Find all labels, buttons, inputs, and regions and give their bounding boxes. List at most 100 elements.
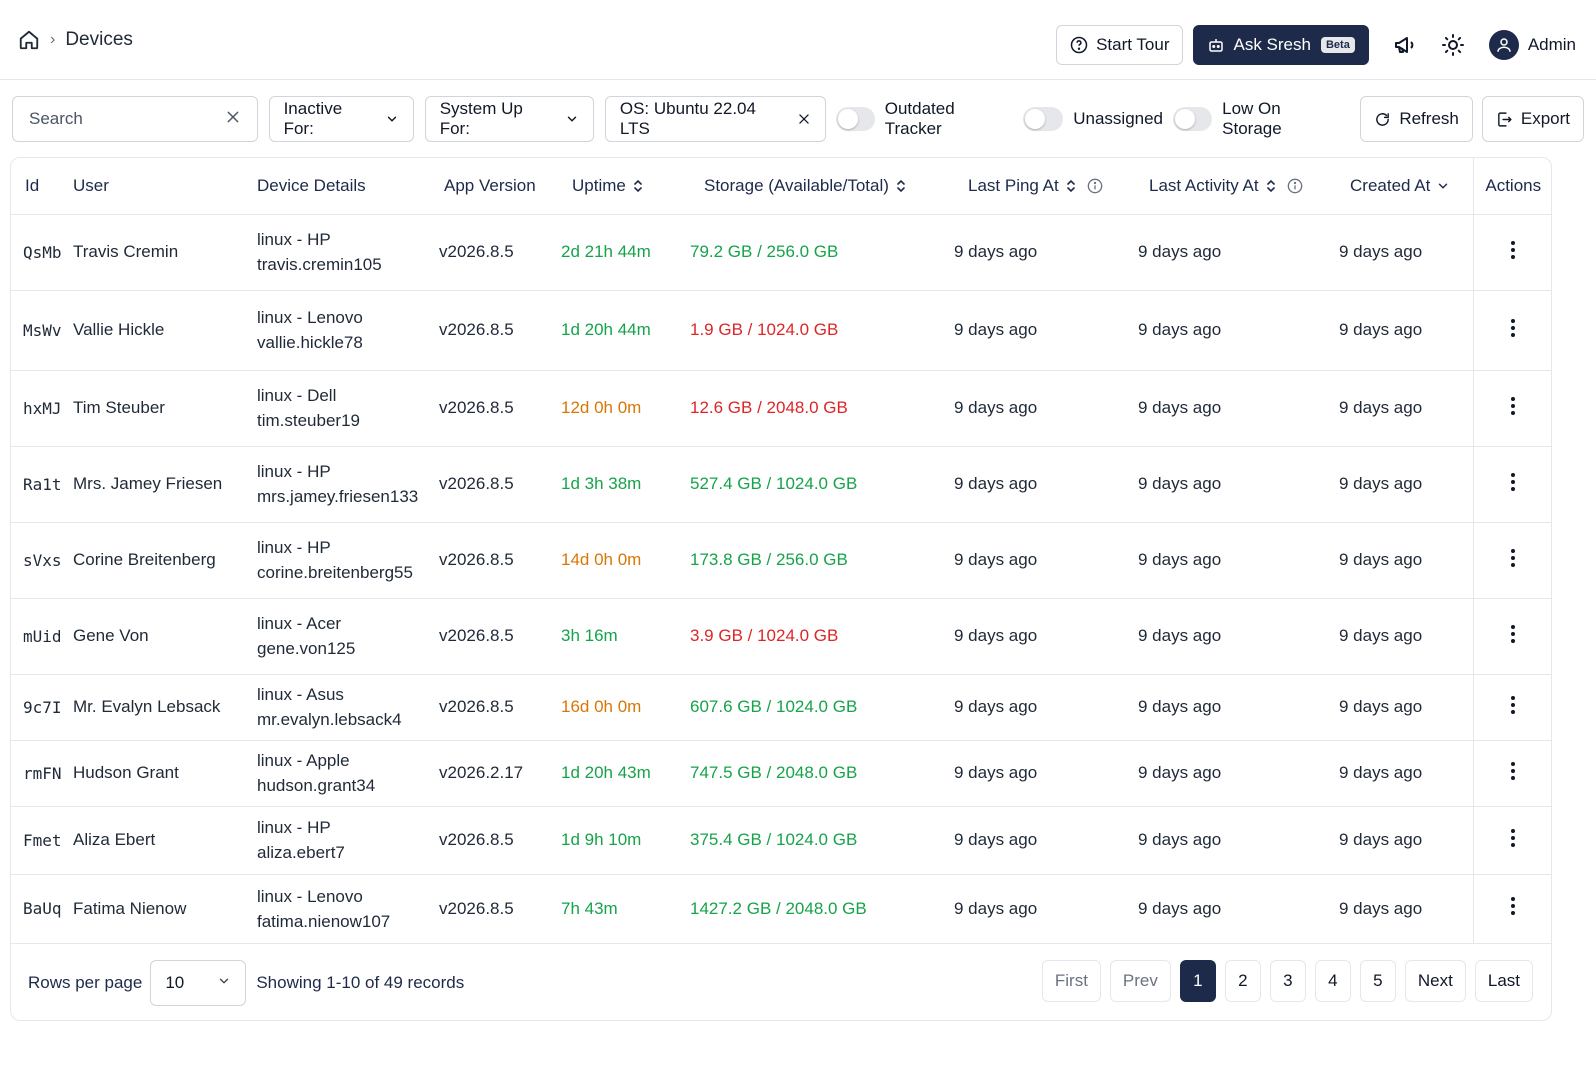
first-page-button[interactable]: First bbox=[1041, 960, 1101, 1002]
low-on-storage-toggle[interactable]: Low On Storage bbox=[1173, 99, 1342, 139]
info-icon[interactable] bbox=[1087, 178, 1103, 194]
kebab-icon[interactable] bbox=[1510, 240, 1516, 260]
search-input[interactable] bbox=[29, 109, 209, 129]
page-button-1[interactable]: 1 bbox=[1179, 960, 1216, 1002]
table-row[interactable]: BaUq Fatima Nienow linux - Lenovo fatima.ni… bbox=[11, 874, 1551, 943]
refresh-button[interactable]: Refresh bbox=[1360, 96, 1473, 142]
device-user[interactable]: Gene Von bbox=[73, 626, 149, 645]
last-activity-value: 9 days ago bbox=[1138, 697, 1222, 716]
table-row[interactable]: 9c7I Mr. Evalyn Lebsack linux - Asus mr.eva… bbox=[11, 674, 1551, 740]
device-id: QsMb bbox=[23, 242, 62, 262]
device-username: aliza.ebert7 bbox=[257, 843, 345, 862]
kebab-icon[interactable] bbox=[1510, 624, 1516, 644]
home-icon[interactable] bbox=[18, 29, 40, 51]
device-user[interactable]: Mrs. Jamey Friesen bbox=[73, 474, 223, 493]
toggle-switch[interactable] bbox=[1173, 107, 1213, 131]
device-user[interactable]: Hudson Grant bbox=[73, 763, 179, 782]
sort-icon[interactable] bbox=[632, 178, 644, 194]
chevron-down-icon[interactable] bbox=[1436, 179, 1450, 193]
last-activity-value: 9 days ago bbox=[1138, 398, 1222, 417]
created-at-value: 9 days ago bbox=[1339, 550, 1423, 569]
device-user[interactable]: Mr. Evalyn Lebsack bbox=[73, 697, 221, 716]
device-details: linux - Apple hudson.grant34 bbox=[245, 740, 430, 806]
device-user[interactable]: Tim Steuber bbox=[73, 398, 165, 417]
page-button-4[interactable]: 4 bbox=[1314, 960, 1351, 1002]
info-icon[interactable] bbox=[1287, 178, 1303, 194]
sun-icon[interactable] bbox=[1441, 33, 1465, 57]
last-activity-value: 9 days ago bbox=[1138, 763, 1222, 782]
uptime-value: 7h 43m bbox=[561, 898, 618, 918]
devices-table: Id User Device Details App Version Uptim… bbox=[11, 158, 1551, 944]
sort-icon[interactable] bbox=[895, 178, 907, 194]
export-icon bbox=[1496, 111, 1513, 128]
unassigned-toggle[interactable]: Unassigned bbox=[1023, 107, 1163, 131]
kebab-icon[interactable] bbox=[1510, 828, 1516, 848]
table-row[interactable]: rmFN Hudson Grant linux - Apple hudson.gran… bbox=[11, 740, 1551, 806]
table-row[interactable]: Ra1t Mrs. Jamey Friesen linux - HP mrs.jame… bbox=[11, 446, 1551, 522]
device-os: linux - HP bbox=[257, 230, 331, 249]
toggle-switch[interactable] bbox=[835, 107, 875, 131]
device-user[interactable]: Aliza Ebert bbox=[73, 830, 156, 849]
user-icon[interactable] bbox=[1488, 30, 1519, 60]
device-user[interactable]: Travis Cremin bbox=[73, 242, 179, 261]
device-user[interactable]: Corine Breitenberg bbox=[73, 550, 216, 569]
table-row[interactable]: sVxs Corine Breitenberg linux - HP corine.b… bbox=[11, 522, 1551, 598]
storage-value: 173.8 GB / 256.0 GB bbox=[690, 550, 848, 569]
kebab-icon[interactable] bbox=[1510, 761, 1516, 781]
kebab-icon[interactable] bbox=[1510, 695, 1516, 715]
page-button-2[interactable]: 2 bbox=[1224, 960, 1261, 1002]
table-footer: Rows per page 10 Showing 1-10 of 49 reco… bbox=[10, 945, 1552, 1021]
close-icon[interactable] bbox=[225, 109, 241, 130]
kebab-icon[interactable] bbox=[1510, 548, 1516, 568]
rows-per-page-select[interactable]: 10 bbox=[150, 960, 247, 1006]
col-last-activity[interactable]: Last Activity At bbox=[1126, 158, 1327, 214]
device-user[interactable]: Vallie Hickle bbox=[73, 320, 165, 339]
table-row[interactable]: QsMb Travis Cremin linux - HP travis.cremin… bbox=[11, 214, 1551, 290]
last-page-button[interactable]: Last bbox=[1474, 960, 1533, 1002]
col-uptime[interactable]: Uptime bbox=[552, 158, 680, 214]
sort-icon[interactable] bbox=[1065, 178, 1077, 194]
table-row[interactable]: Fmet Aliza Ebert linux - HP aliza.ebert7 v20… bbox=[11, 806, 1551, 874]
device-username: mr.evalyn.lebsack4 bbox=[257, 710, 402, 729]
device-user[interactable]: Fatima Nienow bbox=[73, 898, 187, 918]
system-up-for-dropdown[interactable]: System Up For: bbox=[424, 96, 594, 142]
table-row[interactable]: MsWv Vallie Hickle linux - Lenovo vallie.hi… bbox=[11, 290, 1551, 370]
kebab-icon[interactable] bbox=[1510, 318, 1516, 338]
last-activity-value: 9 days ago bbox=[1138, 626, 1222, 645]
chevron-down-icon bbox=[565, 112, 579, 126]
start-tour-button[interactable]: Start Tour bbox=[1056, 25, 1184, 65]
unassigned-label: Unassigned bbox=[1073, 109, 1164, 128]
storage-value: 747.5 GB / 2048.0 GB bbox=[690, 763, 858, 782]
outdated-tracker-toggle[interactable]: Outdated Tracker bbox=[835, 99, 1014, 139]
filter-toolbar: Inactive For: System Up For: OS: Ubuntu … bbox=[12, 96, 1584, 142]
inactive-for-dropdown[interactable]: Inactive For: bbox=[268, 96, 414, 142]
kebab-icon[interactable] bbox=[1510, 472, 1516, 492]
export-button[interactable]: Export bbox=[1481, 96, 1584, 142]
prev-page-button[interactable]: Prev bbox=[1109, 960, 1171, 1002]
kebab-icon[interactable] bbox=[1510, 396, 1516, 416]
next-page-button[interactable]: Next bbox=[1404, 960, 1466, 1002]
col-last-ping[interactable]: Last Ping At bbox=[942, 158, 1126, 214]
device-username: travis.cremin105 bbox=[257, 255, 382, 274]
page-button-5[interactable]: 5 bbox=[1359, 960, 1396, 1002]
sort-icon[interactable] bbox=[1265, 178, 1277, 194]
megaphone-icon[interactable] bbox=[1393, 33, 1417, 57]
os-filter-chip[interactable]: OS: Ubuntu 22.04 LTS bbox=[604, 96, 826, 142]
device-os: linux - Dell bbox=[257, 386, 337, 405]
last-ping-value: 9 days ago bbox=[954, 830, 1038, 849]
row-actions bbox=[1472, 806, 1551, 874]
table-row[interactable]: hxMJ Tim Steuber linux - Dell tim.steuber19… bbox=[11, 370, 1551, 446]
kebab-icon[interactable] bbox=[1510, 896, 1516, 916]
ask-sresh-button[interactable]: Ask Sresh Beta bbox=[1193, 25, 1369, 65]
user-name[interactable]: Admin bbox=[1527, 35, 1576, 54]
created-at-value: 9 days ago bbox=[1339, 626, 1423, 645]
storage-value: 1427.2 GB / 2048.0 GB bbox=[690, 898, 867, 918]
table-row[interactable]: mUid Gene Von linux - Acer gene.von125 v2026… bbox=[11, 598, 1551, 674]
page-button-3[interactable]: 3 bbox=[1269, 960, 1306, 1002]
close-icon[interactable] bbox=[797, 112, 811, 126]
toggle-switch[interactable] bbox=[1023, 107, 1064, 131]
col-storage[interactable]: Storage (Available/Total) bbox=[680, 158, 942, 214]
col-created-at[interactable]: Created At bbox=[1327, 158, 1473, 214]
uptime-value: 14d 0h 0m bbox=[561, 550, 642, 569]
device-id: MsWv bbox=[23, 320, 62, 340]
